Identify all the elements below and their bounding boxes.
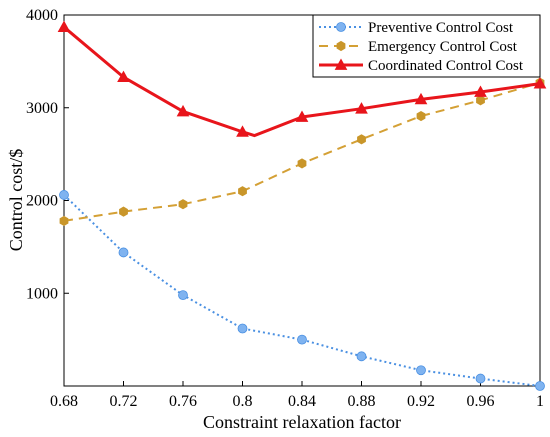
x-axis-title: Constraint relaxation factor [203, 412, 401, 432]
data-point [357, 134, 366, 145]
data-point [118, 247, 129, 258]
legend-label: Preventive Control Cost [368, 20, 514, 36]
legend-swatch-marker [334, 58, 348, 70]
data-point [355, 102, 368, 114]
x-tick-label: 0.76 [169, 393, 197, 410]
legend-entry: Preventive Control Cost [319, 20, 514, 36]
y-tick-label: 1000 [26, 285, 58, 302]
data-point [475, 373, 486, 384]
data-point [416, 111, 426, 122]
x-tick-label: 0.84 [288, 393, 316, 410]
data-point [535, 381, 545, 391]
y-axis-title: Control cost/$ [6, 149, 26, 252]
data-point [57, 20, 71, 32]
legend-swatch-marker [336, 22, 346, 32]
data-point [474, 85, 487, 97]
data-point [297, 334, 307, 345]
data-point [237, 323, 248, 334]
data-point [236, 125, 249, 137]
data-point [176, 104, 190, 117]
data-point [414, 92, 428, 105]
data-point [416, 365, 426, 376]
series-line [63, 81, 541, 222]
series-line [63, 194, 541, 387]
x-tick-label: 0.8 [233, 393, 253, 410]
legend-label: Coordinated Control Cost [368, 58, 524, 74]
y-tick-label: 4000 [26, 7, 58, 24]
series-2 [59, 77, 545, 226]
data-point [59, 190, 69, 200]
x-tick-label: 0.88 [348, 393, 376, 410]
data-point [476, 95, 485, 106]
data-point [59, 215, 69, 226]
legend-label: Emergency Control Cost [368, 39, 518, 55]
legend-entry: Coordinated Control Cost [319, 58, 524, 74]
data-point [117, 70, 130, 83]
data-point [178, 199, 188, 210]
data-point [295, 110, 309, 122]
data-point [238, 186, 247, 197]
data-point [533, 77, 547, 89]
x-tick-label: 0.96 [467, 393, 495, 410]
legend-swatch-marker [336, 40, 346, 52]
legend-entry: Emergency Control Cost [319, 39, 518, 55]
data-point [178, 290, 188, 301]
series-1 [59, 190, 545, 391]
x-tick-label: 0.68 [50, 393, 78, 410]
data-point [356, 351, 367, 362]
data-point [119, 206, 128, 217]
y-tick-label: 3000 [26, 100, 58, 117]
y-tick-label: 2000 [26, 193, 58, 210]
x-tick-label: 0.72 [110, 393, 138, 410]
data-point [297, 158, 307, 169]
series-layer [57, 20, 547, 391]
x-tick-label: 0.92 [407, 393, 435, 410]
legend: Preventive Control Cost Emergency Control… [312, 14, 541, 78]
x-tick-label: 1 [536, 393, 544, 410]
series-line [63, 25, 541, 138]
series-3 [57, 20, 547, 138]
